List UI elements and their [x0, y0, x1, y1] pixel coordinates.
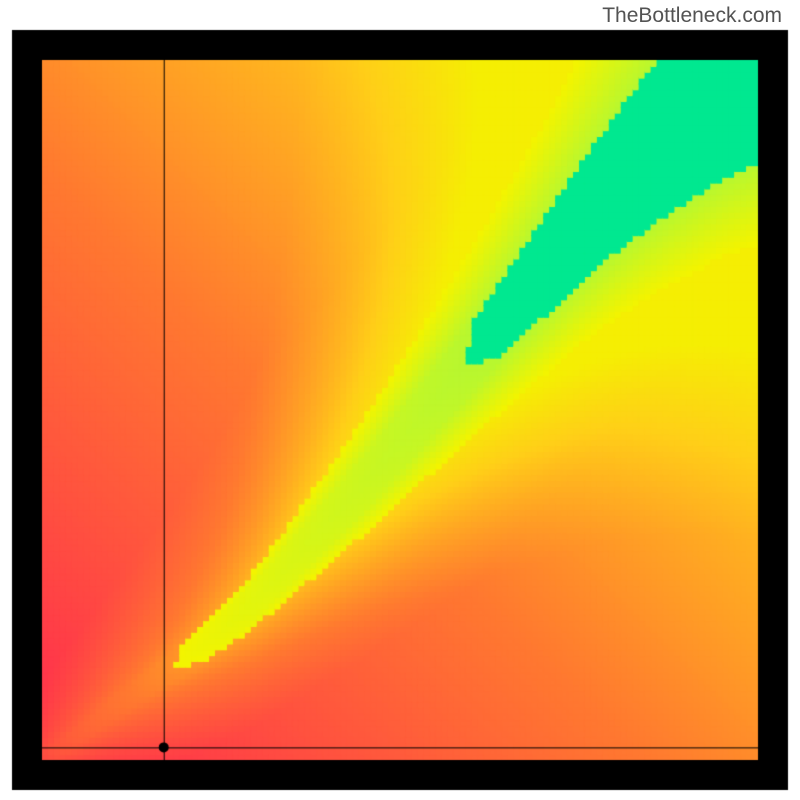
heatmap-canvas	[0, 0, 800, 800]
watermark: TheBottleneck.com	[602, 4, 782, 28]
heatmap-plot	[0, 0, 800, 800]
